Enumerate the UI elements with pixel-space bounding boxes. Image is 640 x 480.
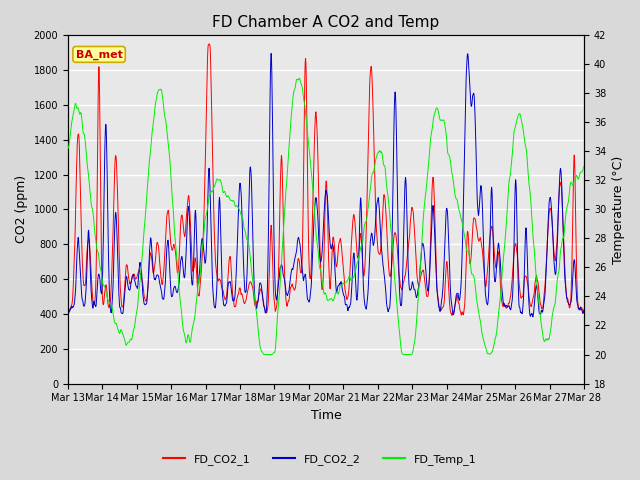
FD_CO2_2: [64, 308, 72, 313]
Y-axis label: Temperature (°C): Temperature (°C): [612, 156, 625, 264]
FD_CO2_1: [358, 252, 366, 257]
Y-axis label: CO2 (ppm): CO2 (ppm): [15, 175, 28, 243]
FD_CO2_1: [580, 309, 588, 315]
FD_Temp_1: [580, 163, 588, 169]
FD_Temp_1: [104, 297, 112, 303]
FD_CO2_1: [294, 256, 302, 262]
FD_Temp_1: [296, 75, 303, 81]
Line: FD_Temp_1: FD_Temp_1: [68, 78, 584, 355]
FD_CO2_1: [284, 302, 291, 308]
X-axis label: Time: Time: [310, 409, 341, 422]
FD_CO2_2: [125, 287, 132, 293]
Line: FD_CO2_1: FD_CO2_1: [68, 44, 584, 315]
Text: BA_met: BA_met: [76, 49, 122, 60]
FD_CO2_1: [303, 152, 311, 157]
FD_CO2_2: [303, 295, 311, 301]
FD_CO2_1: [125, 276, 132, 281]
FD_CO2_1: [205, 41, 213, 47]
FD_CO2_2: [294, 236, 302, 241]
FD_Temp_1: [261, 352, 269, 358]
FD_CO2_2: [358, 235, 366, 241]
FD_Temp_1: [64, 146, 72, 152]
FD_CO2_2: [104, 217, 112, 223]
FD_CO2_2: [529, 314, 537, 320]
FD_CO2_1: [64, 306, 72, 312]
FD_CO2_2: [580, 306, 588, 312]
FD_Temp_1: [284, 170, 291, 176]
FD_Temp_1: [125, 339, 132, 345]
FD_Temp_1: [358, 240, 366, 246]
Line: FD_CO2_2: FD_CO2_2: [68, 53, 584, 317]
Legend: FD_CO2_1, FD_CO2_2, FD_Temp_1: FD_CO2_1, FD_CO2_2, FD_Temp_1: [159, 450, 481, 469]
FD_CO2_2: [284, 293, 291, 299]
FD_CO2_2: [268, 50, 275, 56]
FD_CO2_1: [104, 300, 112, 306]
FD_Temp_1: [304, 132, 312, 138]
Title: FD Chamber A CO2 and Temp: FD Chamber A CO2 and Temp: [212, 15, 440, 30]
FD_Temp_1: [294, 77, 302, 83]
FD_CO2_1: [448, 312, 456, 318]
